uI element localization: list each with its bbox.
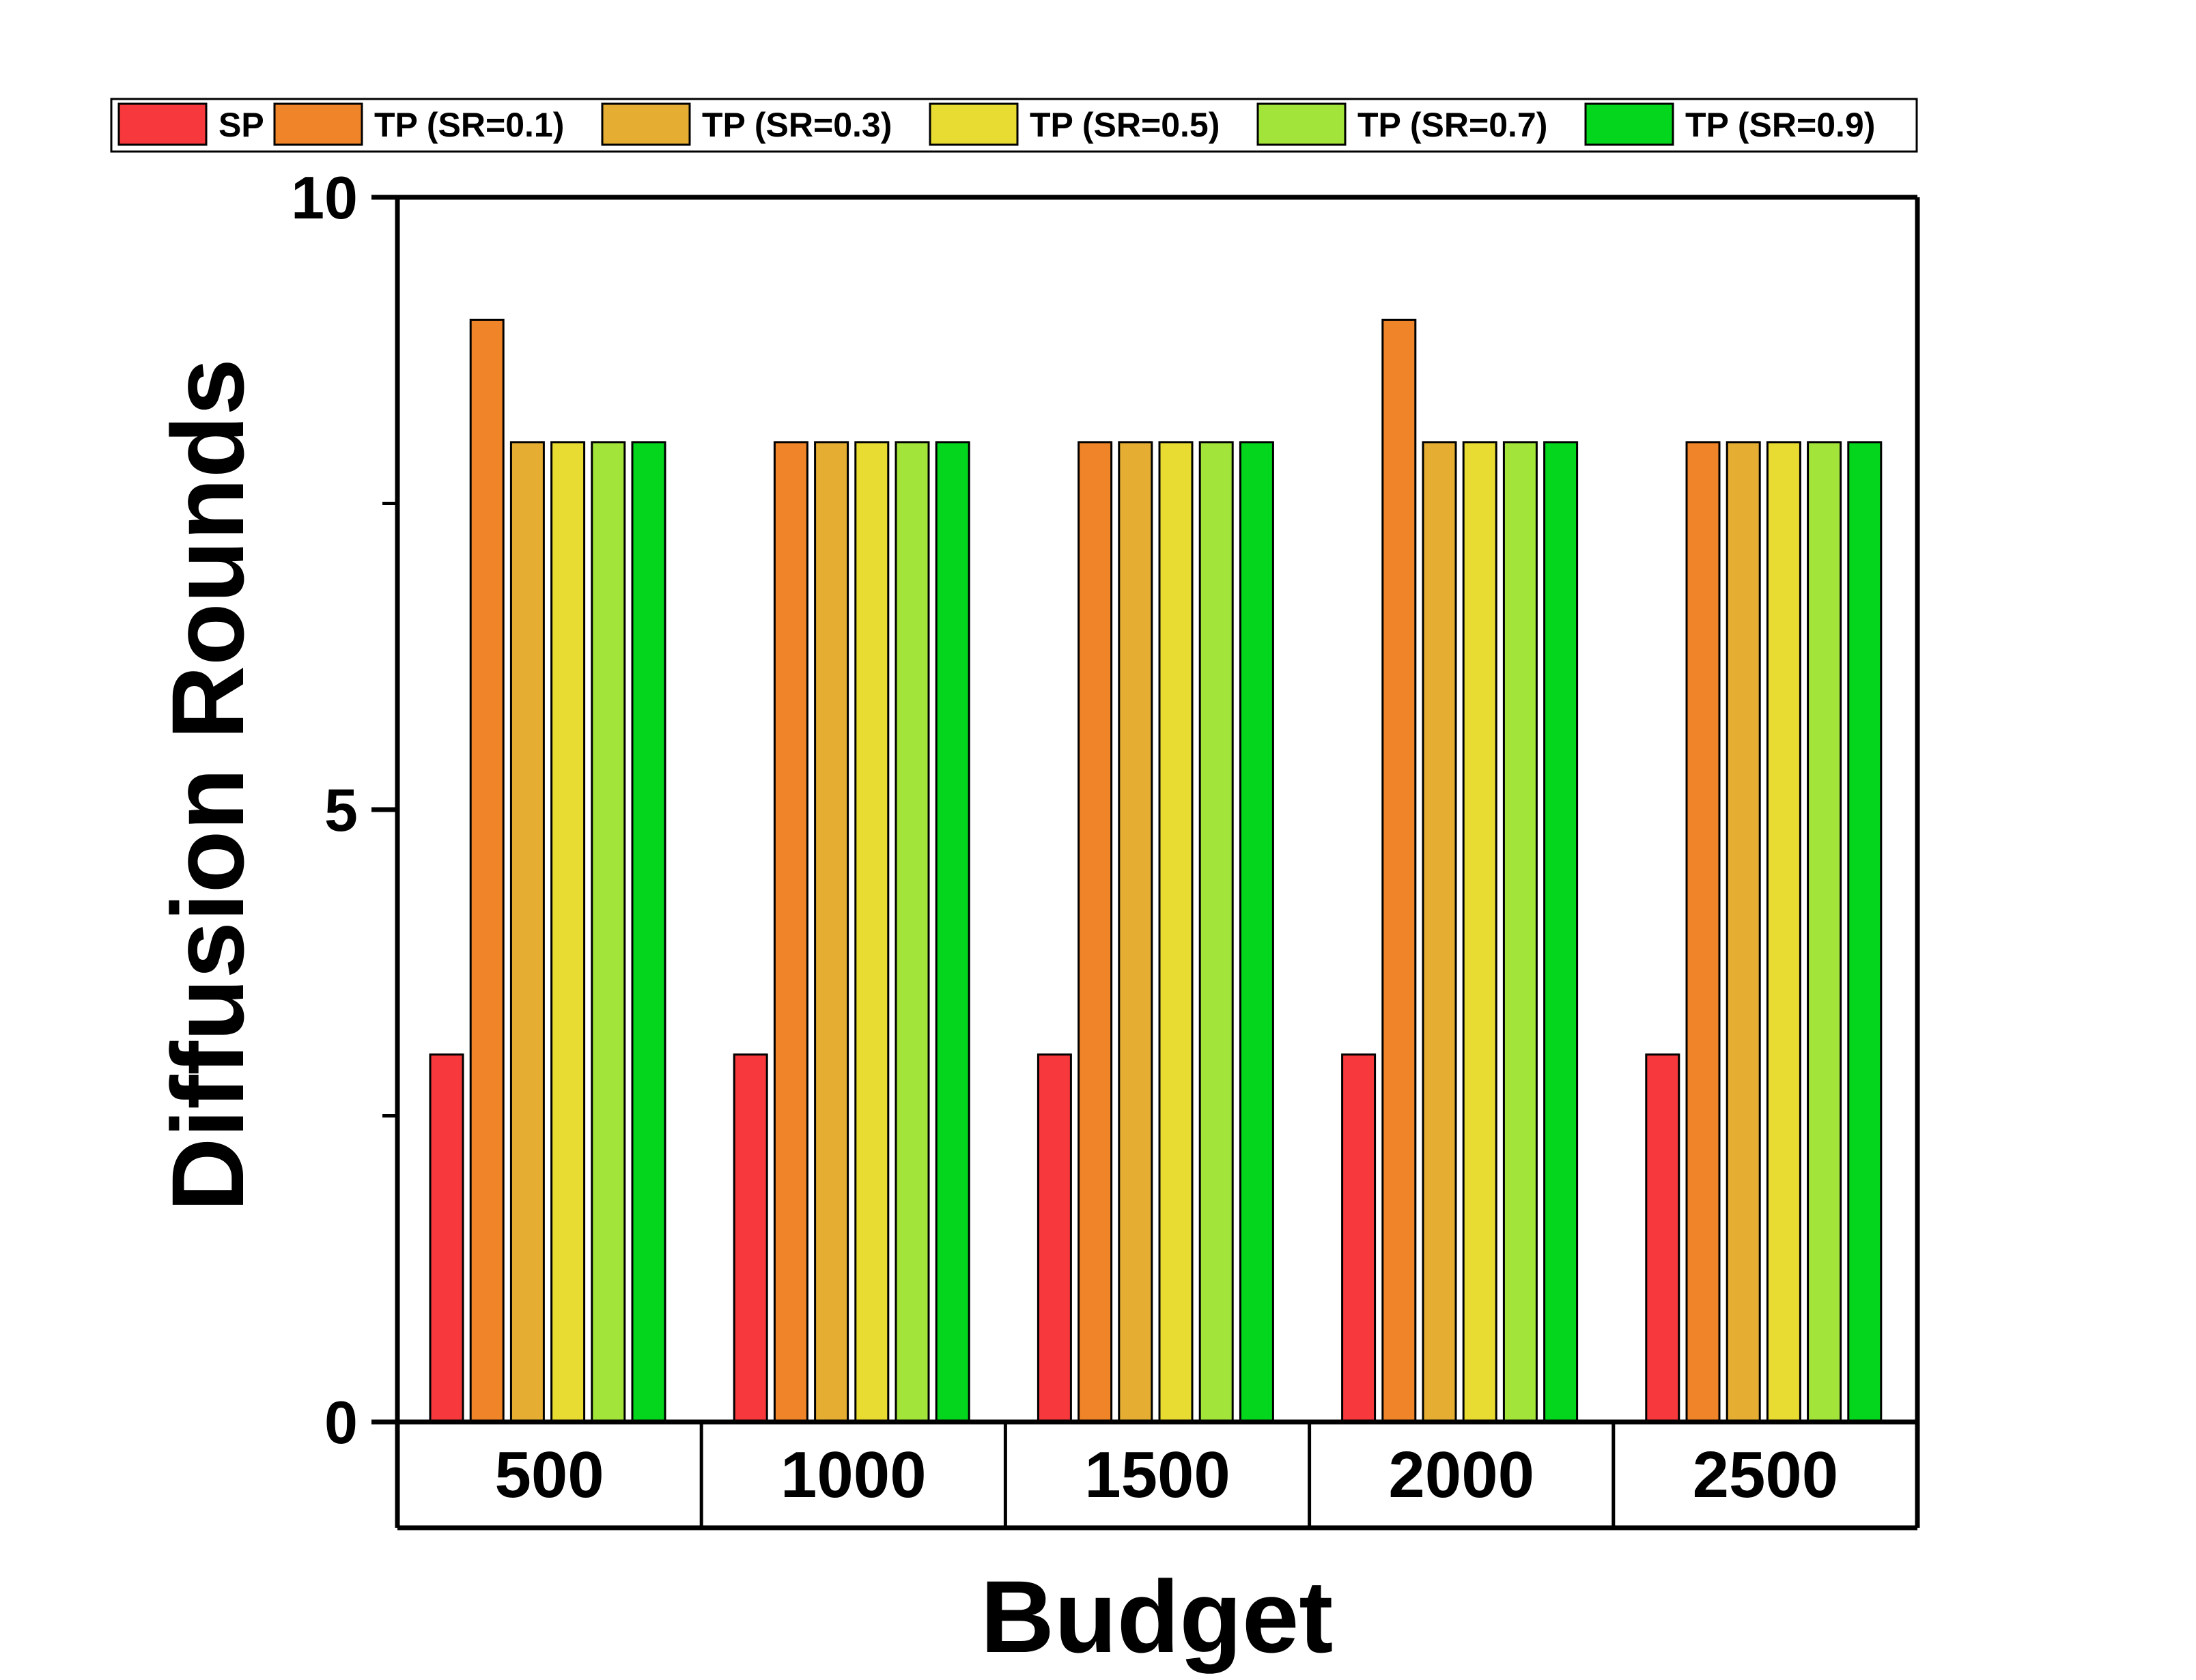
bar-tp-sr-0-3-2000	[1422, 441, 1457, 1423]
bar-tp-sr-0-9-2500	[1847, 441, 1883, 1423]
bar-tp-sr-0-3-1500	[1118, 441, 1153, 1423]
bar-tp-sr-0-9-500	[631, 441, 666, 1423]
bar-tp-sr-0-9-1500	[1239, 441, 1274, 1423]
bar-sp-500	[429, 1053, 464, 1423]
bar-tp-sr-0-5-1500	[1158, 441, 1194, 1423]
legend-label-5: TP (SR=0.9)	[1685, 106, 1875, 144]
x-tick-label-1000: 1000	[780, 1438, 927, 1511]
bar-tp-sr-0-9-1000	[935, 441, 970, 1423]
bar-tp-sr-0-7-500	[591, 441, 626, 1423]
legend: SP TP (SR=0.1) TP (SR=0.3) TP (SR=0.5) TP (S…	[110, 98, 1918, 153]
bar-tp-sr-0-7-1000	[895, 441, 930, 1423]
legend-label-1: TP (SR=0.1)	[374, 106, 564, 144]
legend-swatch-2	[601, 102, 691, 146]
legend-label-2: TP (SR=0.3)	[702, 106, 892, 144]
x-tick-label-2500: 2500	[1693, 1438, 1839, 1511]
bar-tp-sr-0-9-2000	[1543, 441, 1579, 1423]
y-tick-label: 5	[324, 776, 358, 844]
bar-tp-sr-0-1-1000	[773, 441, 808, 1423]
bar-tp-sr-0-7-2000	[1502, 441, 1538, 1423]
legend-swatch-3	[929, 102, 1019, 146]
bar-sp-1500	[1037, 1053, 1072, 1423]
x-axis: 500 1000 1500 2000 2500	[371, 1419, 1917, 1530]
bar-tp-sr-0-5-500	[550, 441, 586, 1423]
x-axis-title: Budget	[981, 1559, 1334, 1674]
legend-swatch-0	[117, 102, 208, 146]
legend-swatch-5	[1584, 102, 1674, 146]
bar-tp-sr-0-1-2000	[1381, 318, 1417, 1423]
x-tick-label-1500: 1500	[1084, 1438, 1230, 1511]
legend-swatch-1	[273, 102, 363, 146]
legend-swatch-4	[1256, 102, 1347, 146]
bar-tp-sr-0-3-1000	[814, 441, 849, 1423]
bar-tp-sr-0-5-2500	[1766, 441, 1801, 1423]
bar-sp-1000	[733, 1053, 768, 1423]
y-axis-title: Diffusion Rounds	[150, 358, 265, 1212]
y-axis: 0 5 10	[291, 164, 397, 1456]
bar-sp-2500	[1645, 1053, 1680, 1423]
bar-tp-sr-0-3-2500	[1726, 441, 1761, 1423]
y-tick-label: 10	[291, 164, 358, 231]
x-tick-label-500: 500	[495, 1438, 604, 1511]
y-tick-label: 0	[324, 1389, 358, 1456]
bar-tp-sr-0-1-1500	[1078, 441, 1113, 1423]
bar-tp-sr-0-1-500	[469, 318, 505, 1423]
bar-sp-2000	[1341, 1053, 1377, 1423]
bar-tp-sr-0-7-2500	[1807, 441, 1842, 1423]
x-tick-label-2000: 2000	[1388, 1438, 1534, 1511]
bar-tp-sr-0-5-2000	[1462, 441, 1497, 1423]
bar-tp-sr-0-3-500	[509, 441, 545, 1423]
legend-label-3: TP (SR=0.5)	[1030, 106, 1220, 144]
bar-tp-sr-0-7-1500	[1198, 441, 1234, 1423]
bar-tp-sr-0-1-2500	[1685, 441, 1721, 1423]
legend-label-0: SP	[219, 106, 264, 144]
plot-area	[395, 195, 1920, 1528]
bar-tp-sr-0-5-1000	[854, 441, 890, 1423]
legend-label-4: TP (SR=0.7)	[1357, 106, 1547, 144]
